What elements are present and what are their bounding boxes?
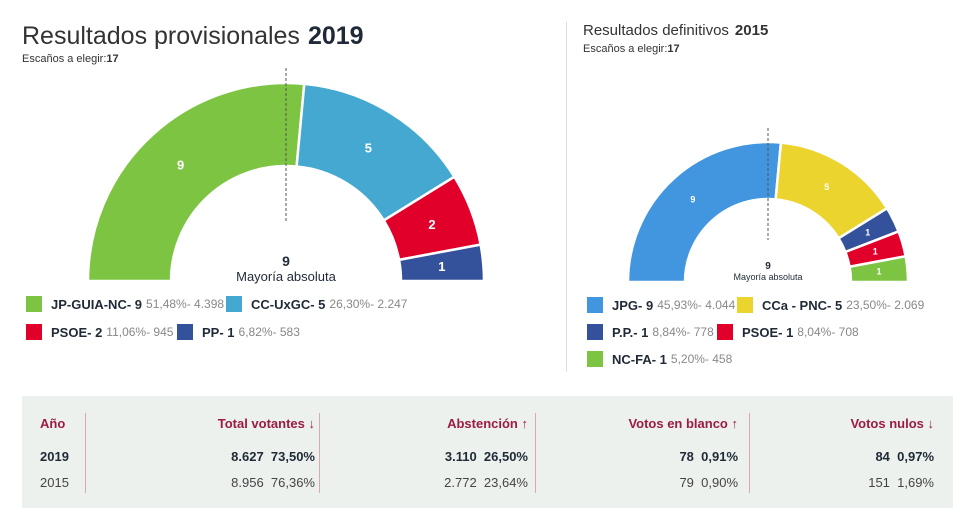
column-header[interactable]: Año <box>40 416 66 431</box>
party-stats: 5,20%- 458 <box>670 352 733 366</box>
party-stats: 8,84%- 778 <box>652 325 714 339</box>
cell-2019: 3.110 26,50% <box>444 449 528 464</box>
column-header[interactable]: Votos nulos ↓ <box>850 416 934 431</box>
column-divider <box>319 413 320 493</box>
party-name: PSOE- 1 <box>742 324 794 340</box>
seats-info-2015: Escaños a elegir:17 <box>583 43 680 55</box>
legend-item: JP-GUIA-NC- 9 51,48%- 4.398 <box>26 296 224 312</box>
cell-2019: 2019 <box>40 449 69 464</box>
color-swatch <box>26 296 42 312</box>
right-title: Resultados definitivos 2015 <box>583 22 769 39</box>
legend-item: PP- 1 6,82%- 583 <box>177 324 300 340</box>
party-stats: 26,30%- 2.247 <box>329 297 408 311</box>
seat-label: 5 <box>824 182 829 192</box>
legend-item: CCa - PNC- 5 23,50%- 2.069 <box>737 297 924 313</box>
cell-2019: 8.627 73,50% <box>231 449 315 464</box>
seat-segment-0 <box>86 81 306 283</box>
color-swatch <box>226 296 242 312</box>
legend-item: PSOE- 2 11,06%- 945 <box>26 324 173 340</box>
left-title: Resultados provisionales 2019 <box>22 22 364 51</box>
cell-2015: 79 0,90% <box>679 475 738 490</box>
party-stats: 11,06%- 945 <box>106 325 174 339</box>
table-column: Votos nulos ↓ 84 0,97% 151 1,69% <box>752 413 934 493</box>
cell-2019: 84 0,97% <box>875 449 934 464</box>
party-name: PSOE- 2 <box>51 324 103 340</box>
column-header[interactable]: Abstención ↑ <box>447 416 528 431</box>
divider <box>566 22 567 372</box>
column-divider <box>749 413 750 493</box>
turnout-table: Año 2019 2015 Total votantes ↓ 8.627 73,50% 8… <box>22 396 953 508</box>
table-column: Total votantes ↓ 8.627 73,50% 8.956 76,36% <box>92 413 315 493</box>
seats-info: Escaños a elegir:17 <box>22 53 119 65</box>
legend-item: JPG- 9 45,93%- 4.044 <box>587 297 735 313</box>
seat-label: 9 <box>177 158 184 173</box>
seat-segment-0 <box>626 140 783 284</box>
year: 2019 <box>307 22 364 50</box>
legend-item: PSOE- 1 8,04%- 708 <box>717 324 859 340</box>
party-name: NC-FA- 1 <box>612 351 667 367</box>
title-text: Resultados provisionales <box>22 22 300 50</box>
table-column: Votos en blanco ↑ 78 0,91% 79 0,90% <box>542 413 738 493</box>
color-swatch <box>177 324 193 340</box>
party-name: P.P.- 1 <box>612 324 649 340</box>
legend-item: P.P.- 1 8,84%- 778 <box>587 324 714 340</box>
legend-item: CC-UxGC- 5 26,30%- 2.247 <box>226 296 407 312</box>
seat-label: 2 <box>428 217 435 232</box>
color-swatch <box>587 324 603 340</box>
party-stats: 51,48%- 4.398 <box>146 297 225 311</box>
column-divider <box>85 413 86 493</box>
party-stats: 45,93%- 4.044 <box>657 298 736 312</box>
seat-label: 9 <box>690 195 695 205</box>
seat-label: 1 <box>877 267 882 277</box>
color-swatch <box>737 297 753 313</box>
party-stats: 8,04%- 708 <box>797 325 859 339</box>
color-swatch <box>587 351 603 367</box>
column-divider <box>535 413 536 493</box>
cell-2019: 78 0,91% <box>679 449 738 464</box>
seat-label: 1 <box>873 246 878 256</box>
table-column: Año 2019 2015 <box>40 413 80 493</box>
cell-2015: 2.772 23,64% <box>444 475 528 490</box>
seat-label: 5 <box>365 140 372 155</box>
party-name: CC-UxGC- 5 <box>251 296 326 312</box>
seat-segment-4 <box>848 254 910 284</box>
party-name: PP- 1 <box>202 324 235 340</box>
color-swatch <box>717 324 733 340</box>
party-stats: 6,82%- 583 <box>238 325 300 339</box>
table-column: Abstención ↑ 3.110 26,50% 2.772 23,64% <box>322 413 528 493</box>
seat-label: 1 <box>438 259 445 274</box>
cell-2015: 151 1,69% <box>868 475 934 490</box>
color-swatch <box>587 297 603 313</box>
column-header[interactable]: Total votantes ↓ <box>217 416 315 431</box>
seat-label: 1 <box>865 227 870 237</box>
party-name: JPG- 9 <box>612 297 654 313</box>
cell-2015: 8.956 76,36% <box>231 475 315 490</box>
majority-2015: 9 Mayoría absoluta <box>733 261 803 282</box>
seat-segment-3 <box>397 243 486 283</box>
legend-item: NC-FA- 1 5,20%- 458 <box>587 351 732 367</box>
column-header[interactable]: Votos en blanco ↑ <box>628 416 738 431</box>
party-name: CCa - PNC- 5 <box>762 297 843 313</box>
party-name: JP-GUIA-NC- 9 <box>51 296 143 312</box>
majority: 9 Mayoría absoluta <box>236 253 336 284</box>
cell-2015: 2015 <box>40 475 69 490</box>
party-stats: 23,50%- 2.069 <box>846 298 925 312</box>
color-swatch <box>26 324 42 340</box>
